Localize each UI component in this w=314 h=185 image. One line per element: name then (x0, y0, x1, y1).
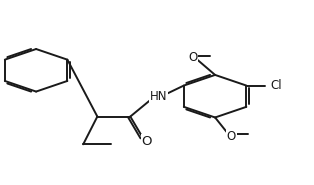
Text: O: O (141, 135, 152, 148)
Text: Cl: Cl (271, 79, 283, 92)
Text: O: O (188, 51, 198, 64)
Text: HN: HN (150, 90, 167, 103)
Text: O: O (227, 130, 236, 143)
